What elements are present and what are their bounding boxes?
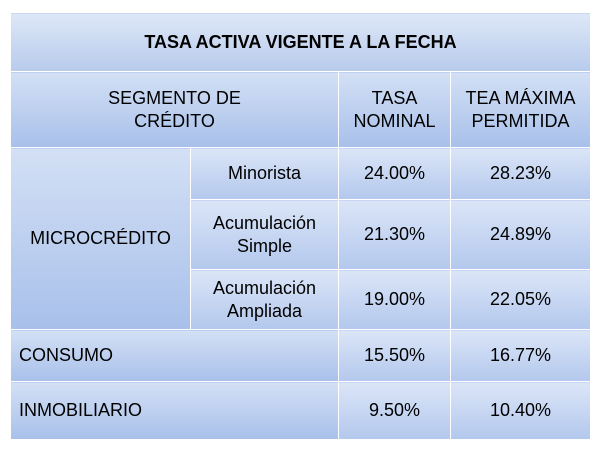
- title-row: TASA ACTIVA VIGENTE A LA FECHA: [9, 12, 592, 72]
- tea-cell: 22.05%: [449, 269, 592, 330]
- subsegment-line1: Acumulación: [212, 213, 317, 233]
- tea-cell: 16.77%: [449, 329, 592, 382]
- nominal-rate-cell: 9.50%: [338, 381, 451, 440]
- table-title: TASA ACTIVA VIGENTE A LA FECHA: [9, 12, 592, 72]
- header-tea-line2: PERMITIDA: [471, 110, 570, 131]
- header-row: SEGMENTO DE CRÉDITO TASA NOMINAL TEA MÁX…: [10, 71, 592, 148]
- segment-microcredito: MICROCRÉDITO: [10, 147, 191, 330]
- subsegment-line1: Minorista: [227, 163, 302, 184]
- header-segment-line1: SEGMENTO DE: [108, 88, 241, 108]
- header-nominal-rate: TASA NOMINAL: [338, 71, 451, 148]
- subsegment-cell: Minorista: [190, 147, 339, 200]
- header-tea-line1: TEA MÁXIMA: [465, 88, 576, 108]
- segment-inmobiliario: INMOBILIARIO: [10, 381, 339, 440]
- table-row: CONSUMO 15.50% 16.77%: [10, 329, 592, 382]
- tea-cell: 24.89%: [449, 199, 592, 270]
- table-row: Acumulación Simple 21.30% 24.89%: [11, 199, 592, 270]
- tea-cell: 28.23%: [449, 147, 592, 200]
- nominal-rate-cell: 21.30%: [338, 199, 451, 270]
- subsegment-cell: Acumulación Ampliada: [190, 269, 339, 330]
- header-tea-max: TEA MÁXIMA PERMITIDA: [449, 71, 592, 148]
- subsegment-cell: Acumulación Simple: [190, 199, 339, 270]
- subsegment-line1: Acumulación: [212, 278, 317, 298]
- header-segment: SEGMENTO DE CRÉDITO: [10, 71, 339, 148]
- table-row: INMOBILIARIO 9.50% 10.40%: [10, 381, 592, 440]
- table-row: Acumulación Ampliada 19.00% 22.05%: [11, 269, 592, 330]
- nominal-rate-cell: 19.00%: [338, 269, 451, 330]
- segment-consumo: CONSUMO: [10, 329, 339, 382]
- header-segment-line2: CRÉDITO: [134, 110, 215, 131]
- subsegment-line2: Simple: [236, 235, 293, 256]
- header-rate-line1: TASA: [371, 88, 418, 108]
- table-row: MICROCRÉDITO Minorista 24.00% 28.23%: [10, 147, 592, 330]
- tea-cell: 10.40%: [449, 381, 592, 440]
- nominal-rate-cell: 24.00%: [338, 147, 451, 200]
- header-rate-line2: NOMINAL: [353, 110, 436, 131]
- rates-table: TASA ACTIVA VIGENTE A LA FECHA SEGMENTO …: [9, 12, 592, 440]
- nominal-rate-cell: 15.50%: [338, 329, 451, 382]
- subsegment-line2: Ampliada: [226, 300, 303, 321]
- rates-table-container: TASA ACTIVA VIGENTE A LA FECHA SEGMENTO …: [9, 12, 592, 440]
